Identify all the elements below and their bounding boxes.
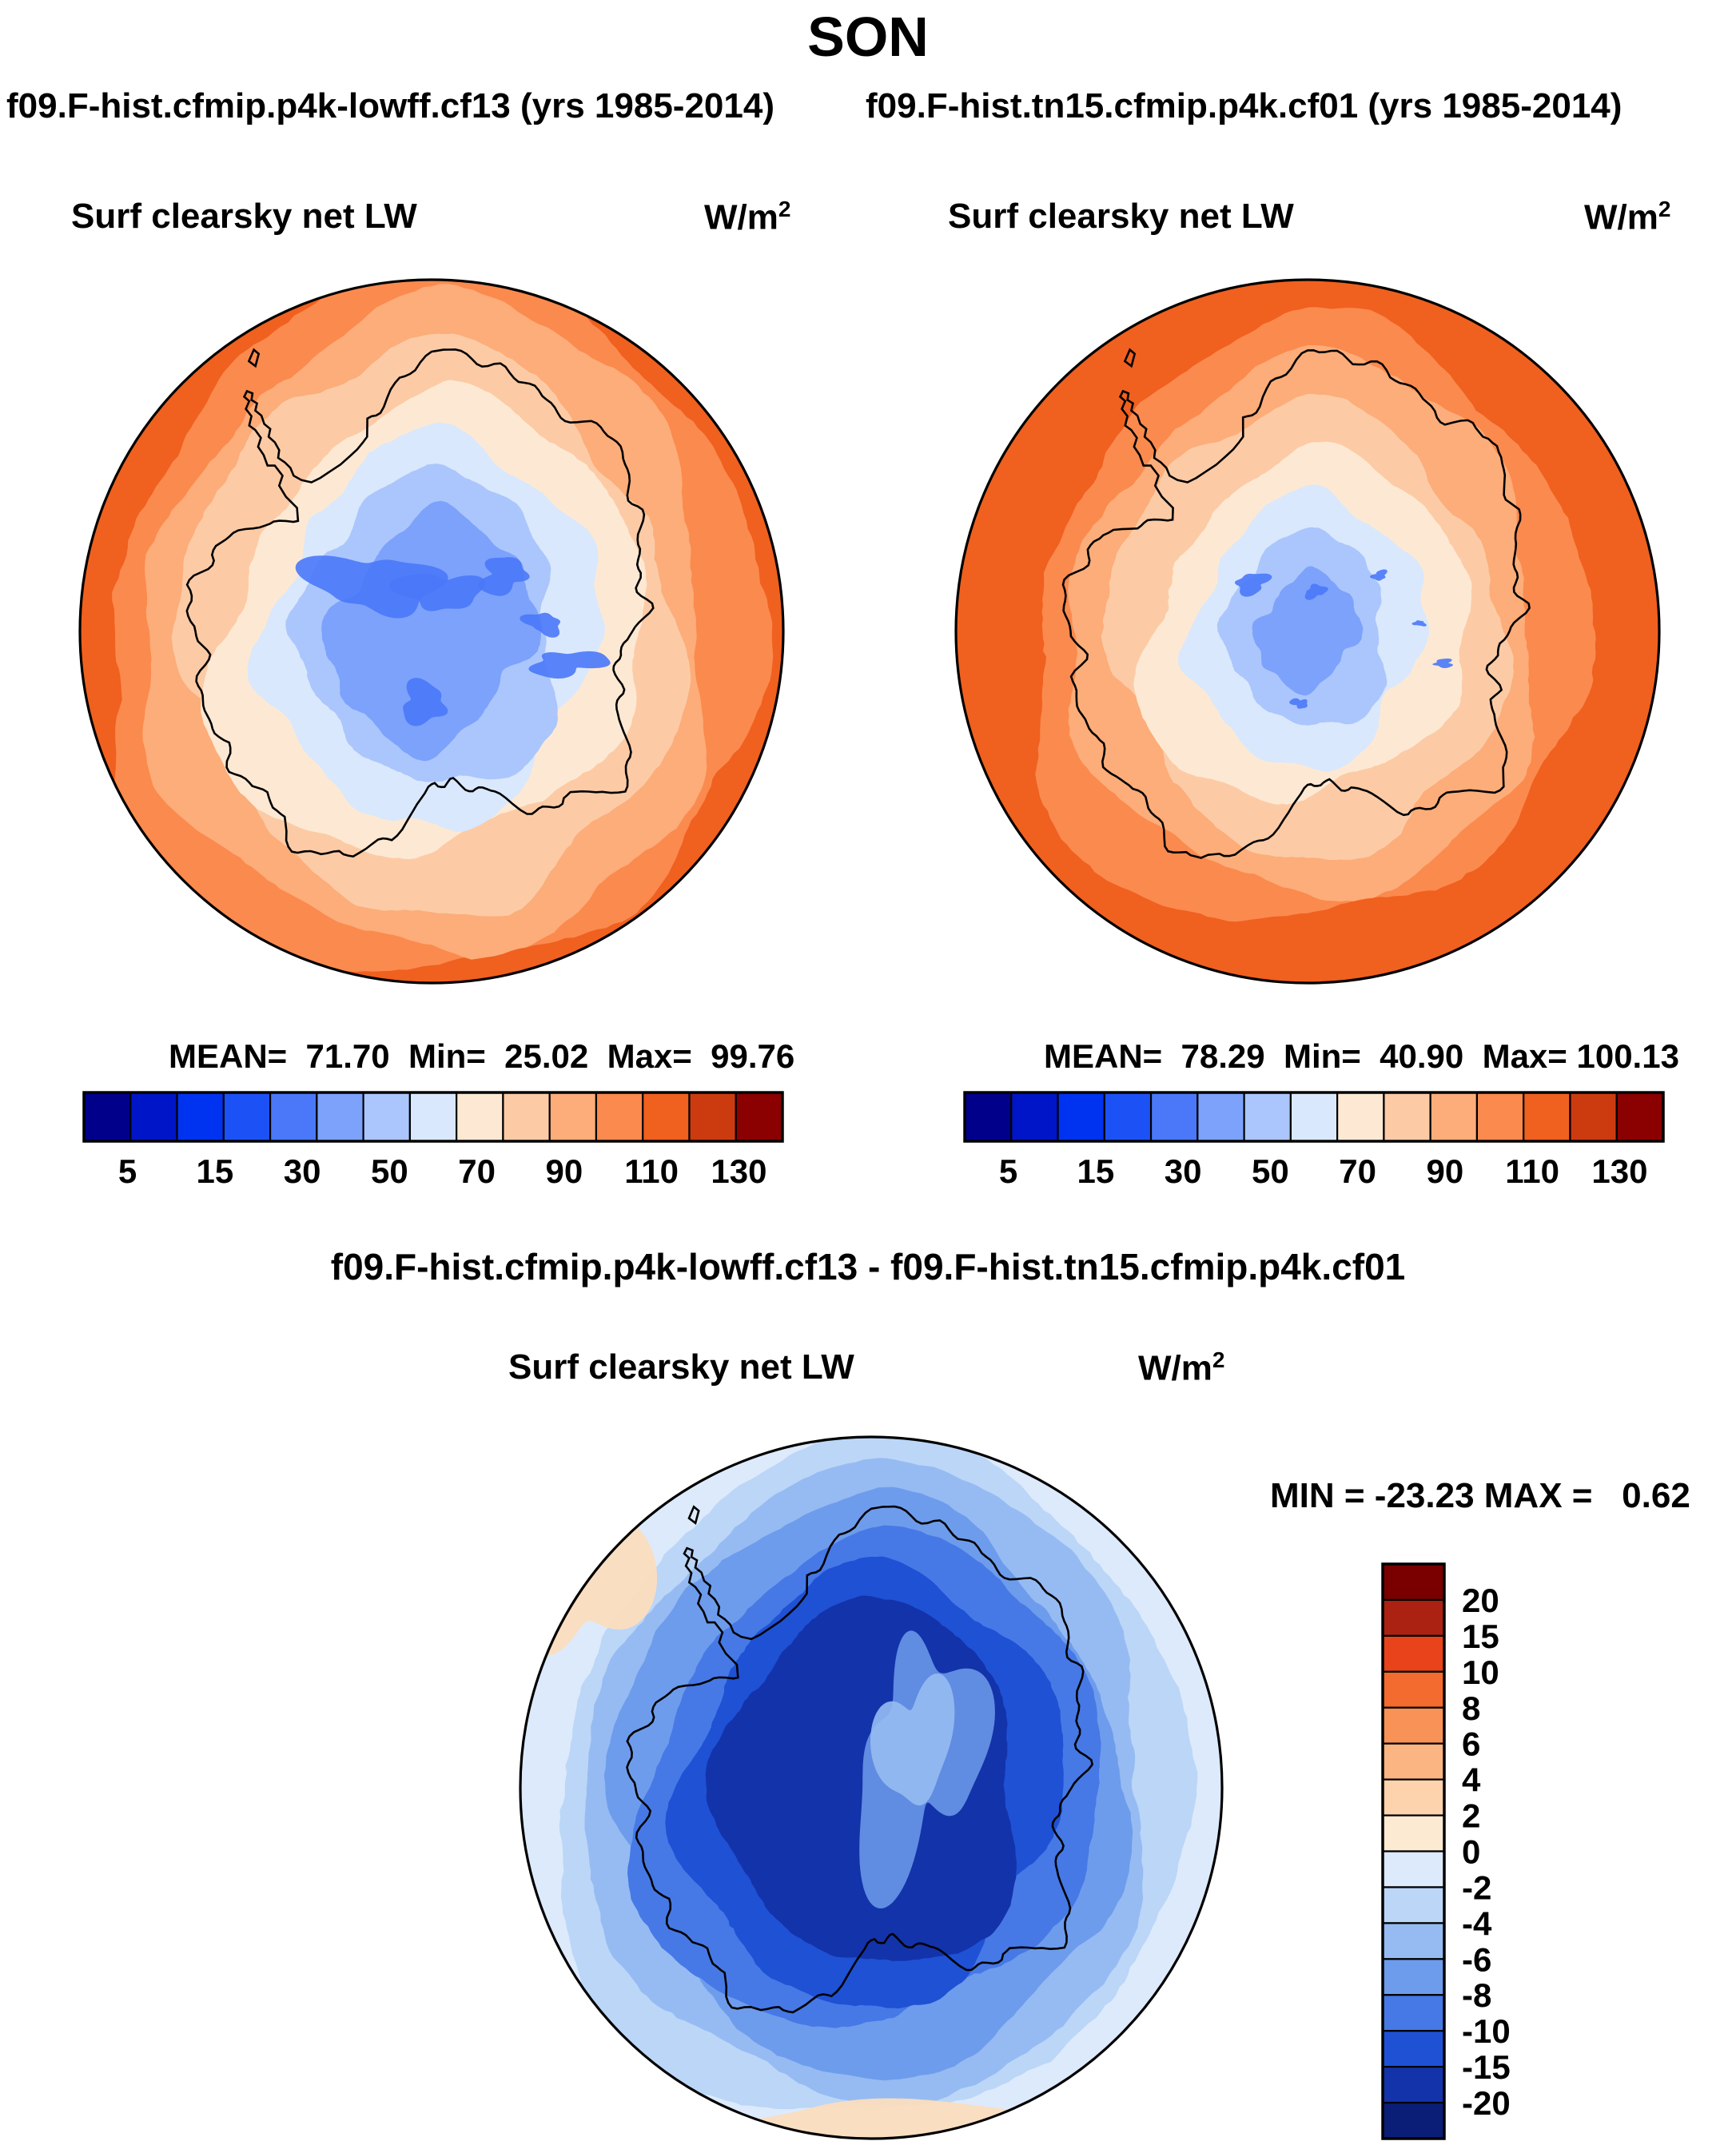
svg-text:15: 15 xyxy=(1462,1618,1499,1655)
svg-text:90: 90 xyxy=(1427,1152,1464,1190)
svg-text:15: 15 xyxy=(1077,1152,1115,1190)
svg-text:-2: -2 xyxy=(1462,1868,1491,1906)
svg-text:2: 2 xyxy=(1462,1797,1480,1835)
svg-text:-10: -10 xyxy=(1462,2012,1511,2050)
svg-text:15: 15 xyxy=(197,1152,234,1190)
svg-text:110: 110 xyxy=(624,1152,679,1190)
svg-text:110: 110 xyxy=(1505,1152,1559,1190)
svg-text:-6: -6 xyxy=(1462,1940,1491,1978)
svg-text:5: 5 xyxy=(118,1152,137,1190)
svg-text:-8: -8 xyxy=(1462,1976,1491,2014)
svg-text:50: 50 xyxy=(1252,1152,1289,1190)
svg-text:4: 4 xyxy=(1462,1761,1481,1799)
svg-text:6: 6 xyxy=(1462,1725,1480,1763)
svg-text:30: 30 xyxy=(284,1152,321,1190)
svg-text:90: 90 xyxy=(546,1152,583,1190)
svg-text:70: 70 xyxy=(458,1152,496,1190)
svg-text:30: 30 xyxy=(1165,1152,1202,1190)
svg-text:10: 10 xyxy=(1462,1654,1499,1691)
svg-text:50: 50 xyxy=(371,1152,408,1190)
svg-text:130: 130 xyxy=(1591,1152,1647,1190)
svg-text:130: 130 xyxy=(711,1152,766,1190)
svg-text:0: 0 xyxy=(1462,1833,1480,1871)
svg-text:8: 8 xyxy=(1462,1689,1480,1727)
svg-text:-20: -20 xyxy=(1462,2084,1511,2122)
svg-text:20: 20 xyxy=(1462,1582,1499,1619)
svg-text:5: 5 xyxy=(999,1152,1017,1190)
svg-text:-15: -15 xyxy=(1462,2048,1511,2086)
svg-text:-4: -4 xyxy=(1462,1904,1492,1942)
svg-text:70: 70 xyxy=(1339,1152,1376,1190)
